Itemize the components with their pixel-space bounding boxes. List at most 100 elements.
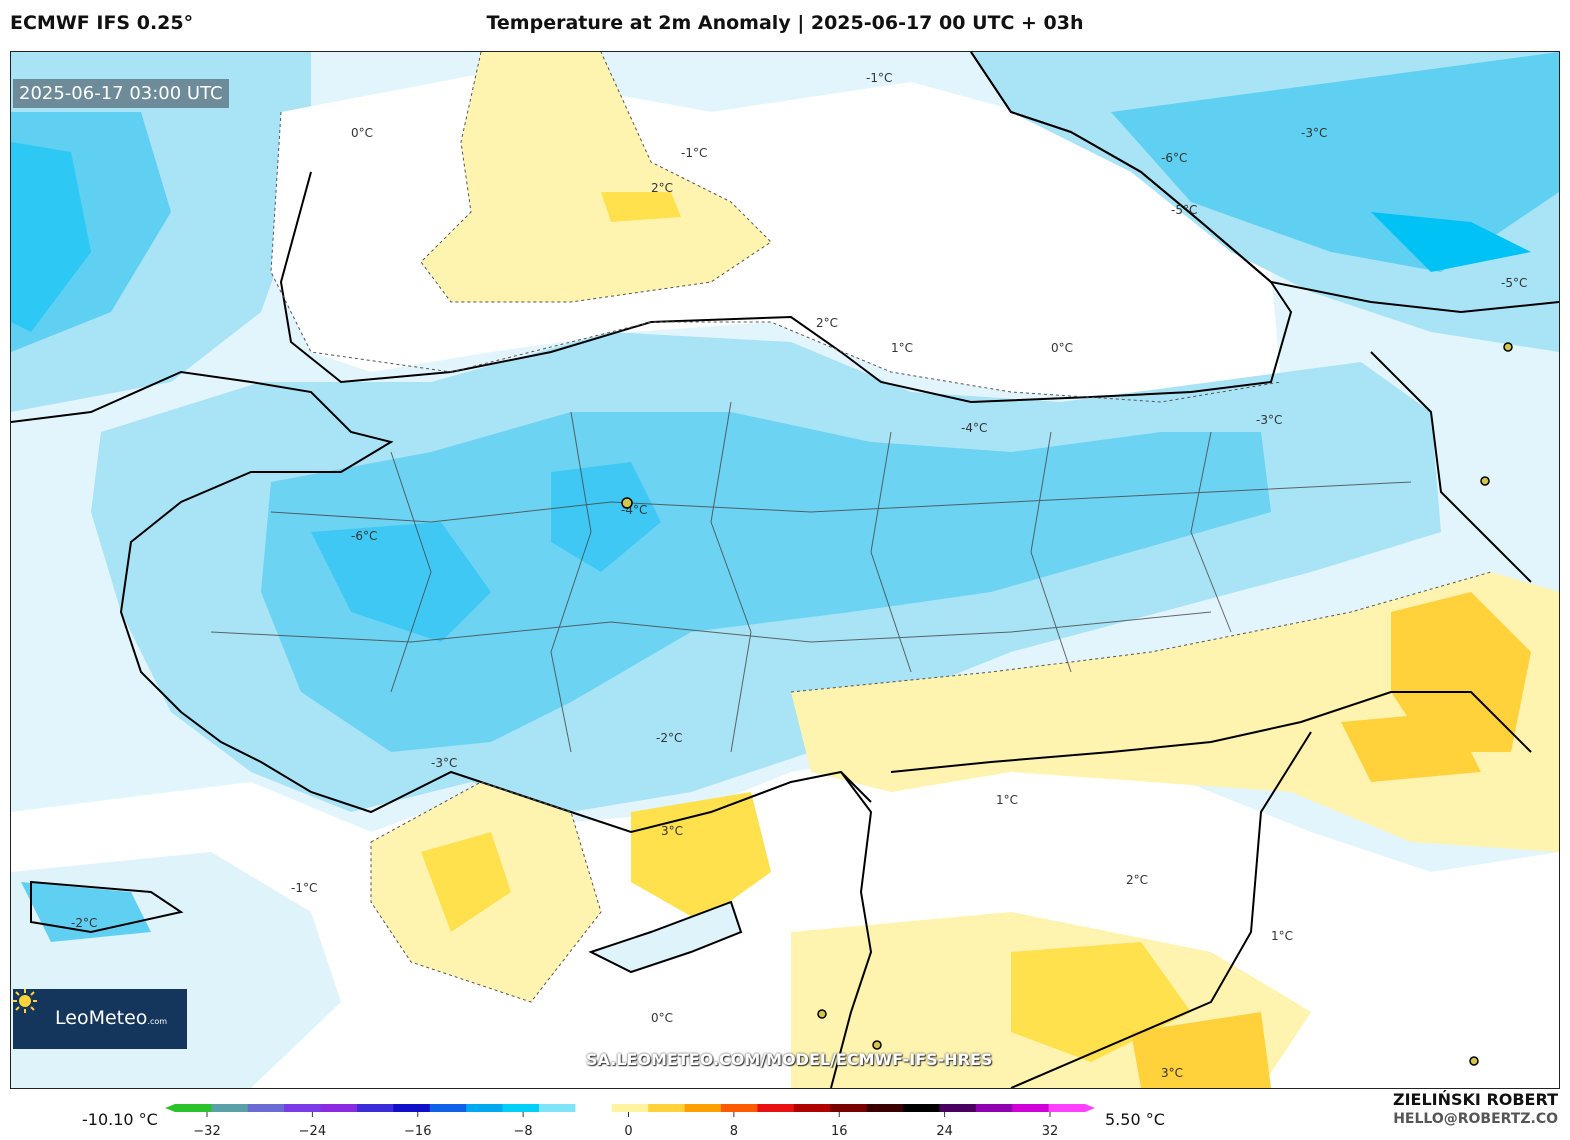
colorbar-swatch (575, 1104, 613, 1112)
logo-suffix: .com (147, 1017, 168, 1026)
contour-label: 1°C (891, 341, 913, 355)
contour-label: -1°C (291, 881, 317, 895)
colorbar-swatch (939, 1104, 977, 1112)
colorbar-swatch (466, 1104, 504, 1112)
contour-lines (270, 52, 1492, 1003)
contour-label: -5°C (1501, 276, 1527, 290)
valid-time-label: 2025-06-17 03:00 UTC (13, 79, 229, 108)
colorbar-tick-label: 32 (1042, 1124, 1059, 1138)
colorbar-swatch (866, 1104, 904, 1112)
logo-name: LeoMeteo (55, 1007, 148, 1029)
colorbar-right-arrow (1085, 1104, 1095, 1112)
colorbar-swatch (684, 1104, 722, 1112)
colorbar-tick-label: −24 (299, 1124, 326, 1138)
black-sea-warm (421, 52, 771, 302)
region-crete-cold (21, 882, 151, 942)
colorbar-swatch (320, 1104, 358, 1112)
colorbar-swatch (502, 1104, 540, 1112)
colorbar-swatch (284, 1104, 322, 1112)
turkey-syria-border (890, 691, 1532, 773)
colorbar-swatch (1012, 1104, 1050, 1112)
city-marker-baghdad (1469, 1056, 1479, 1066)
colorbar-swatch (539, 1104, 576, 1112)
region-balkans-coldest (11, 142, 91, 332)
colorbar-tick-label: 16 (831, 1124, 848, 1138)
model-name: ECMWF IFS 0.25° (10, 12, 194, 34)
colorbar-swatch (975, 1104, 1013, 1112)
anomaly-map: 0°C 0°C 0°C -1°C -1°C -1°C -2°C -2°C -3°… (11, 52, 1559, 1088)
syria-iraq-border (1010, 731, 1312, 1088)
region-west-anatolia-coldest (311, 522, 491, 642)
contour-label: -3°C (431, 756, 457, 770)
region-adana-warm (631, 792, 771, 922)
colorbar-tick-label: −8 (514, 1124, 533, 1138)
colorbar-swatch (903, 1104, 940, 1112)
colorbar-ticks: −32 −24 −16 −8 0 8 16 24 32 (193, 1112, 1058, 1138)
colorbar-swatch (793, 1104, 831, 1112)
colorbar-swatch (721, 1104, 758, 1112)
contour-label: -3°C (1301, 126, 1327, 140)
colorbar-swatch (611, 1104, 649, 1112)
contour-label: -6°C (1161, 151, 1187, 165)
source-url: SA.LEOMETEO.COM/MODEL/ECMWF-IFS-HRES (586, 1050, 993, 1069)
region-jordan-warm (1131, 1012, 1271, 1088)
contour-label: 2°C (1126, 873, 1148, 887)
logo-text: LeoMeteo.com (55, 1007, 167, 1029)
contour-label: 1°C (996, 793, 1018, 807)
colorbar-min-label: -10.10 °C (82, 1110, 158, 1129)
leometeo-logo: LeoMeteo.com (13, 989, 187, 1049)
colorbar-swatch (247, 1104, 285, 1112)
contour-label: 0°C (1051, 341, 1073, 355)
region-caucasus-coldest (1371, 212, 1531, 272)
colorbar-tick-label: 8 (730, 1124, 738, 1138)
region-central-anatolia-coldest (551, 462, 661, 572)
city-marker-tbilisi (1503, 342, 1513, 352)
contour-label: 1°C (1271, 929, 1293, 943)
colorbar-tick-label: −16 (404, 1124, 431, 1138)
levant-coastline (830, 771, 873, 1088)
contour-label: -5°C (1171, 203, 1197, 217)
anatolia-coastline (11, 370, 872, 834)
province-borders (210, 401, 1412, 753)
chart-title: Temperature at 2m Anomaly | 2025-06-17 0… (486, 12, 1084, 34)
contour-label: 3°C (661, 824, 683, 838)
contour-label: -3°C (1256, 413, 1282, 427)
colorbar-swatch (648, 1104, 686, 1112)
turkey-east-border (1370, 351, 1532, 583)
contour-label: -2°C (71, 916, 97, 930)
city-marker-ankara (621, 497, 633, 509)
city-marker-damascus (872, 1040, 882, 1050)
map-panel: 0°C 0°C 0°C -1°C -1°C -1°C -2°C -2°C -3°… (10, 51, 1560, 1089)
contour-label: 3°C (1161, 1066, 1183, 1080)
contour-label: -1°C (681, 146, 707, 160)
region-syria-iraq-warm (1341, 712, 1481, 782)
city-markers (621, 342, 1513, 1066)
colorbar-swatch (175, 1104, 212, 1112)
colorbar-max-label: 5.50 °C (1105, 1110, 1165, 1129)
sun-icon (13, 989, 37, 1013)
colorbar-tick-label: 24 (936, 1124, 953, 1138)
colorbar-swatch (211, 1104, 249, 1112)
black-sea-warm-core (601, 192, 681, 222)
region-southeast-warm (791, 572, 1559, 852)
colorbar-swatch (393, 1104, 431, 1112)
crete (30, 880, 184, 934)
colorbar-swatch (830, 1104, 868, 1112)
contour-label: 0°C (651, 1011, 673, 1025)
colorbar-tick-label: −32 (193, 1124, 220, 1138)
region-sea-warm-core (421, 832, 511, 932)
region-iraq-warm (1391, 592, 1531, 752)
author-name: ZIELIŃSKI ROBERT (1392, 1090, 1558, 1109)
contour-label: -2°C (656, 731, 682, 745)
city-marker-yerevan (1480, 476, 1490, 486)
contour-label: 2°C (816, 316, 838, 330)
contour-label: -1°C (866, 71, 892, 85)
colorbar-tick-label: 0 (624, 1124, 632, 1138)
city-marker-beirut (817, 1009, 827, 1019)
cyprus (588, 900, 743, 974)
colorbar-swatch (429, 1104, 467, 1112)
contour-label: 2°C (651, 181, 673, 195)
contour-label-group: 0°C 0°C 0°C -1°C -1°C -1°C -2°C -2°C -3°… (71, 71, 1527, 1080)
colorbar-swatch (757, 1104, 795, 1112)
colorbar-left-arrow (165, 1104, 175, 1112)
